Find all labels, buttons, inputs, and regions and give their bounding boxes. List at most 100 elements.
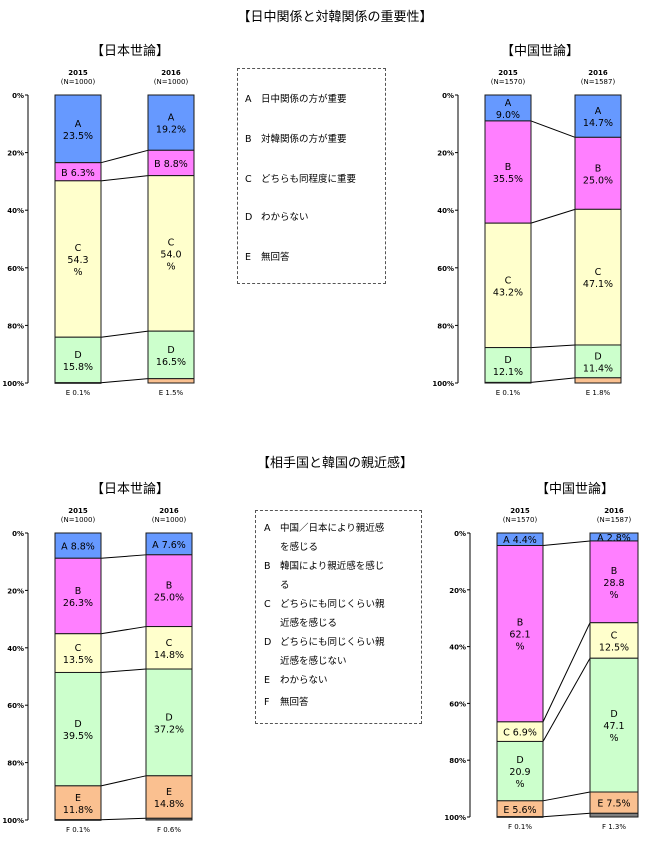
segment-label: C <box>166 638 173 649</box>
section-title-importance: 【日中関係と対韓関係の重要性】 <box>237 10 433 25</box>
segment-d <box>54 671 102 787</box>
segment-e <box>147 378 195 384</box>
segment-label: C <box>168 237 175 248</box>
column-year: 2015 <box>498 69 518 77</box>
connector-line <box>100 626 147 635</box>
column-n: (N=1000) <box>61 516 96 524</box>
legend-affinity: A 中国／日本により親近感 を感じる B 韓国により親近感を感じる C どちらにも同じくらい… <box>255 510 422 724</box>
segment-label: 28.8 <box>603 578 624 589</box>
segment-d <box>574 344 622 379</box>
legend-key: B <box>245 134 252 145</box>
segment-label: 16.5% <box>156 357 186 368</box>
legend-item-a: A 日中関係の方が重要 <box>245 91 347 108</box>
segment-d <box>589 657 639 793</box>
segment-label: C <box>505 275 512 286</box>
segment-f <box>145 817 193 821</box>
legend-key: D <box>245 212 253 223</box>
segment-label: % <box>515 642 524 653</box>
segment-label: A <box>168 113 175 124</box>
column-n: (N=1000) <box>154 78 189 86</box>
segment-label: 13.5% <box>63 655 93 666</box>
column-year: 2016 <box>588 69 608 77</box>
segment-label: B <box>505 162 512 173</box>
below-label: E 0.1% <box>66 389 91 397</box>
legend-key: C <box>264 599 271 610</box>
column-year: 2016 <box>604 507 624 515</box>
below-label: F 0.6% <box>157 826 181 834</box>
connector-line <box>542 812 591 818</box>
segment-d <box>54 336 102 384</box>
segment-label: A <box>505 98 512 109</box>
column-year: 2015 <box>68 507 88 515</box>
segment-e <box>574 377 622 384</box>
segment-b <box>589 540 639 624</box>
y-tick-label: 100% <box>444 814 466 822</box>
connector-line <box>100 175 149 182</box>
segment-b <box>147 149 195 177</box>
segment-label: A <box>595 106 602 117</box>
connector-line <box>530 377 576 383</box>
below-label: F 1.3% <box>602 823 626 831</box>
y-tick-label: 40% <box>449 644 466 652</box>
segment-label: A <box>75 119 82 130</box>
column-n: (N=1587) <box>581 78 616 86</box>
segment-a <box>147 94 195 151</box>
legend-text: どちらも同程度に重要 <box>261 174 357 185</box>
segment-c <box>589 622 639 659</box>
segment-label: 15.8% <box>63 362 93 373</box>
segment-label: 11.8% <box>63 805 93 816</box>
y-tick-label: 20% <box>449 587 466 595</box>
segment-label: A 8.8% <box>61 542 95 553</box>
segment-label: 14.8% <box>154 799 184 810</box>
segment-f <box>496 816 544 818</box>
segment-label: 12.1% <box>493 367 523 378</box>
segment-label: C 6.9% <box>503 728 537 739</box>
y-tick-label: 40% <box>437 207 454 215</box>
legend-item-f: F 無回答 <box>264 693 309 712</box>
column-year: 2015 <box>510 507 530 515</box>
segment-b <box>54 557 102 635</box>
y-tick-label: 100% <box>2 380 24 388</box>
connector-line <box>530 120 576 138</box>
segment-label: C <box>75 243 82 254</box>
y-tick-label: 100% <box>2 817 24 825</box>
segment-label: D <box>516 755 523 766</box>
legend-item-b: B 対韓関係の方が重要 <box>245 131 347 148</box>
column-n: (N=1000) <box>152 516 187 524</box>
connector-line <box>100 554 147 559</box>
segment-e <box>484 381 532 384</box>
y-tick-label: 0% <box>454 530 466 538</box>
segment-label: B 8.8% <box>154 159 188 170</box>
segment-label: % <box>609 733 618 744</box>
y-tick-label: 60% <box>7 265 24 273</box>
segment-label: A 4.4% <box>503 535 537 546</box>
y-tick-label: 20% <box>7 587 24 595</box>
segment-label: D <box>610 709 617 720</box>
y-tick-label: 60% <box>7 702 24 710</box>
below-label: E 1.5% <box>159 389 184 397</box>
column-n: (N=1570) <box>491 78 526 86</box>
segment-label: 25.0% <box>583 175 613 186</box>
segment-d <box>496 740 544 802</box>
column-n: (N=1587) <box>597 516 632 524</box>
below-label: F 0.1% <box>66 826 90 834</box>
panel-title-japan-affinity: 【日本世論】 <box>90 482 169 497</box>
legend-text: 韓国により親近感を感じ <box>280 561 385 572</box>
segment-label: 62.1 <box>509 630 530 641</box>
segment-a <box>54 532 102 559</box>
legend-text: る <box>280 580 290 591</box>
connector-line <box>100 378 149 384</box>
legend-item-b: B 韓国により親近感を感じる <box>264 557 384 595</box>
legend-key: D <box>264 637 272 648</box>
legend-item-c: C どちらにも同じくらい親 近感を感じる <box>264 595 385 633</box>
segment-label: C <box>595 267 602 278</box>
legend-text: 日中関係の方が重要 <box>261 94 347 105</box>
legend-text: わからない <box>280 675 328 686</box>
segment-a <box>54 94 102 164</box>
panel-title-china-affinity: 【中国世論】 <box>535 482 614 497</box>
segment-label: 9.0% <box>496 110 520 121</box>
legend-text: 近感を感じない <box>280 656 347 667</box>
legend-text: 無回答 <box>280 697 309 708</box>
segment-label: A 2.8% <box>597 533 631 544</box>
